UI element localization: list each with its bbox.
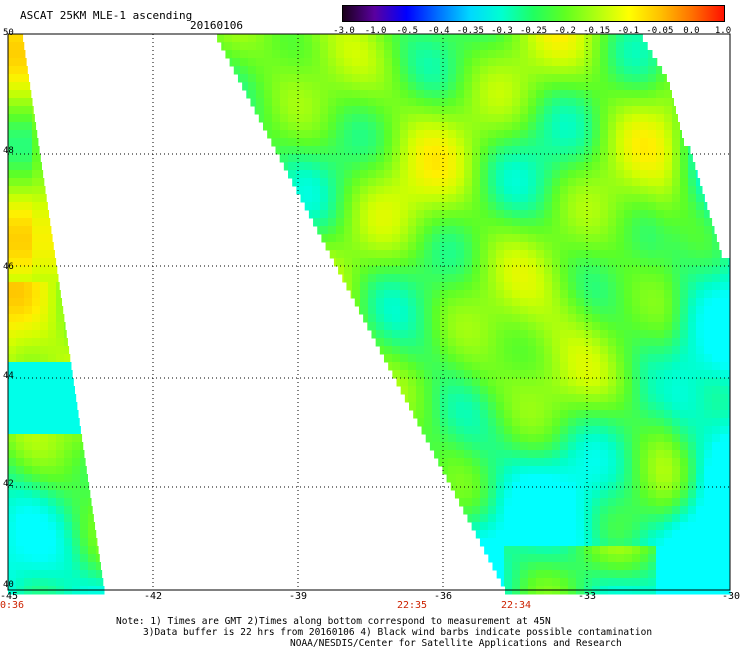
lat-label-42: 42 (3, 479, 14, 489)
color-scale-label: -3.0 (333, 26, 355, 36)
lat-label-40: 40 (3, 580, 14, 590)
color-scale-label: -1.0 (364, 26, 387, 36)
lat-label-48: 48 (3, 146, 14, 156)
lat-lon-grid (8, 34, 730, 590)
color-scale-label: 1.0 (714, 26, 732, 36)
note-line-2: 3)Data buffer is 22 hrs from 20160106 4)… (143, 627, 653, 638)
color-scale-label: -0.2 (554, 26, 576, 36)
time-label-2234: 22:34 (500, 600, 532, 611)
lon-label-minus33: -33 (577, 591, 597, 602)
note-line-3: NOAA/NESDIS/Center for Satellite Applica… (290, 638, 622, 649)
lat-label-46: 46 (3, 262, 14, 272)
color-scale-label: -0.35 (456, 26, 484, 36)
wind-data-cells (8, 34, 731, 595)
map-title: ASCAT 25KM MLE-1 ascending (20, 9, 193, 22)
color-scale-label: -0.1 (617, 26, 640, 36)
color-scale-label: 0.0 (683, 26, 700, 36)
lat-label-50: 50 (3, 28, 14, 38)
map-date: 20160106 (190, 19, 243, 32)
color-scale-label: -0.4 (427, 26, 450, 36)
lon-label-minus39: -39 (288, 591, 308, 602)
lat-label-44: 44 (3, 371, 14, 381)
note-line-1: Note: 1) Times are GMT 2)Times along bot… (116, 616, 551, 627)
lon-label-minus30: -30 (721, 591, 740, 602)
color-scale-bar (342, 5, 725, 22)
color-scale-label: -0.25 (519, 26, 548, 36)
map-frame (7, 33, 731, 591)
lon-label-minus45: -45 (0, 591, 19, 602)
lon-label-minus42: -42 (143, 591, 163, 602)
color-scale-label: -0.3 (491, 26, 513, 36)
time-label-0036: 0:36 (0, 600, 25, 611)
color-scale-label: -0.15 (583, 26, 611, 36)
color-scale-label: -0.05 (646, 26, 674, 36)
time-label-2235: 22:35 (396, 600, 428, 611)
color-scale-label: -0.5 (396, 26, 418, 36)
lon-label-minus36: -36 (433, 591, 453, 602)
